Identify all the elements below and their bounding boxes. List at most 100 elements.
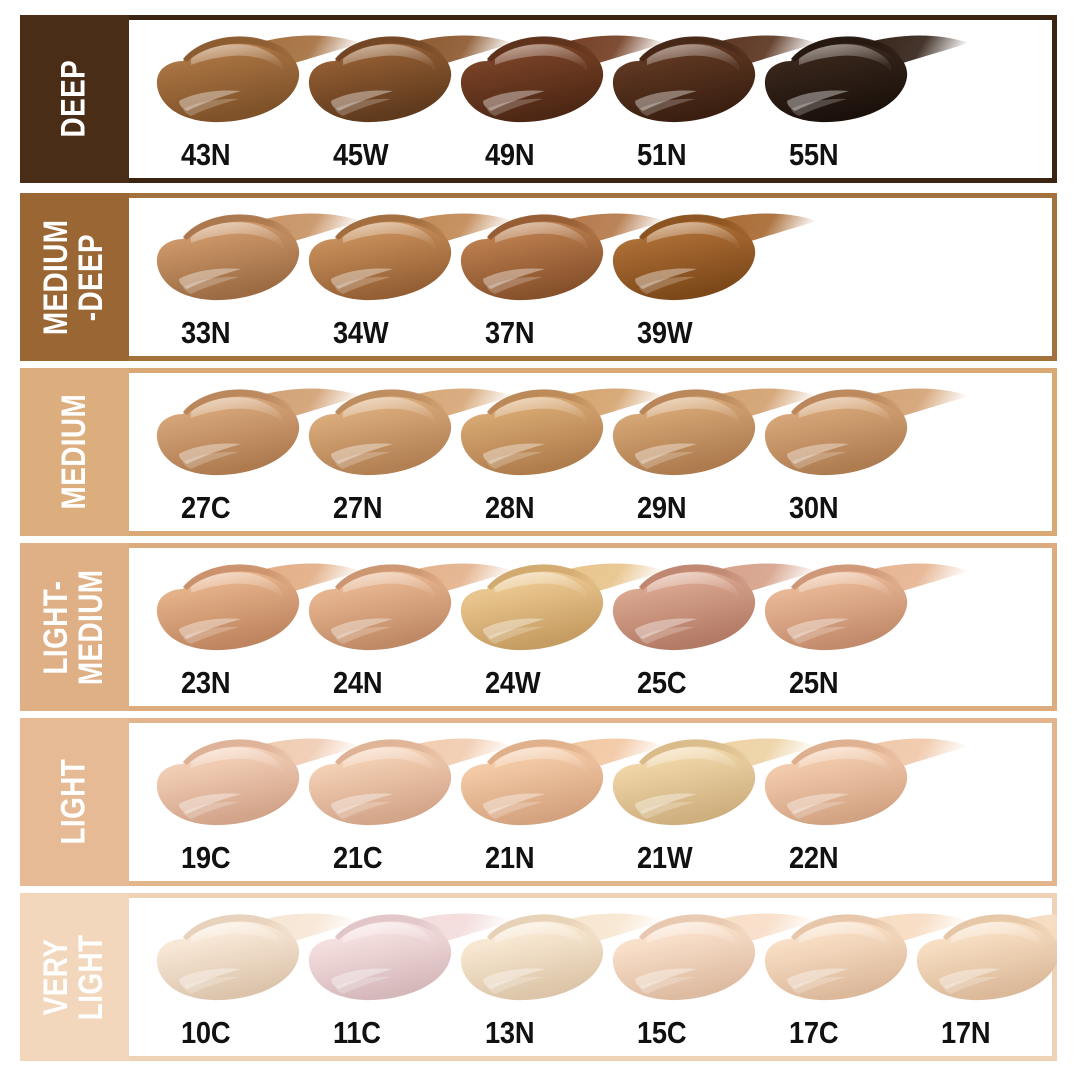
shade-swatch-22N[interactable] — [757, 730, 971, 838]
swatch-graphic — [612, 913, 817, 1001]
swatch-area-medium: 27C — [129, 368, 1057, 536]
shade-swatch-51N[interactable] — [605, 27, 819, 135]
shade-name-24W: 24W — [485, 665, 541, 700]
swatch-area-very-light: 10C — [129, 893, 1057, 1061]
shade-swatch-29N[interactable] — [605, 380, 819, 488]
shade-swatch-39W[interactable] — [605, 205, 819, 313]
shade-swatch-43N[interactable] — [149, 27, 363, 135]
shade-name-27C: 27C — [181, 490, 231, 525]
shade-name-19C: 19C — [181, 840, 231, 875]
swatch-graphic — [764, 388, 969, 476]
shade-name-23N: 23N — [181, 665, 231, 700]
shade-swatch-24N[interactable] — [301, 555, 515, 663]
swatch-graphic — [308, 388, 513, 476]
swatch-graphic — [916, 914, 1057, 1001]
shade-name-13N: 13N — [485, 1015, 535, 1050]
shade-name-28N: 28N — [485, 490, 535, 525]
swatch-graphic — [308, 213, 513, 301]
swatch-graphic — [612, 213, 817, 301]
swatch-graphic — [308, 35, 513, 123]
shade-name-11C: 11C — [333, 1015, 381, 1050]
shade-name-30N: 30N — [789, 490, 839, 525]
shade-swatch-21N[interactable] — [453, 730, 667, 838]
shade-name-25C: 25C — [637, 665, 687, 700]
shade-row-medium-deep: MEDIUM -DEEP — [20, 193, 1057, 361]
shade-swatch-17N[interactable] — [909, 905, 1057, 1013]
swatch-graphic — [460, 563, 665, 651]
shade-swatch-13N[interactable] — [453, 905, 667, 1013]
shade-row-very-light: VERY LIGHT — [20, 893, 1057, 1061]
category-band-light-medium[interactable]: LIGHT- MEDIUM — [20, 543, 129, 711]
swatch-graphic — [156, 213, 361, 301]
category-band-medium-deep[interactable]: MEDIUM -DEEP — [20, 193, 129, 361]
shade-name-25N: 25N — [789, 665, 839, 700]
shade-swatch-25N[interactable] — [757, 555, 971, 663]
category-label-line: MEDIUM — [72, 569, 111, 685]
category-band-light[interactable]: LIGHT — [20, 718, 129, 886]
shade-swatch-15C[interactable] — [605, 905, 819, 1013]
category-label-line: VERY — [37, 938, 76, 1016]
shade-name-55N: 55N — [789, 137, 839, 172]
swatch-graphic — [612, 388, 817, 476]
swatch-graphic — [612, 738, 817, 826]
shade-name-45W: 45W — [333, 137, 389, 172]
category-band-very-light[interactable]: VERY LIGHT — [20, 893, 129, 1061]
shade-swatch-11C[interactable] — [301, 905, 515, 1013]
shade-name-17C: 17C — [789, 1015, 839, 1050]
shade-row-deep: DEEP — [20, 15, 1057, 183]
shade-swatch-21C[interactable] — [301, 730, 515, 838]
swatch-graphic — [612, 563, 817, 651]
shade-name-29N: 29N — [637, 490, 687, 525]
swatch-area-medium-deep: 33N — [129, 193, 1057, 361]
swatch-graphic — [156, 738, 361, 826]
shade-swatch-27C[interactable] — [149, 380, 363, 488]
category-label-line: LIGHT — [72, 934, 111, 1020]
shade-name-21W: 21W — [637, 840, 693, 875]
swatch-graphic — [156, 35, 361, 123]
shade-swatch-33N[interactable] — [149, 205, 363, 313]
shade-swatch-10C[interactable] — [149, 905, 363, 1013]
shade-swatch-30N[interactable] — [757, 380, 971, 488]
shade-row-medium: MEDIUM — [20, 368, 1057, 536]
shade-swatch-34W[interactable] — [301, 205, 515, 313]
shade-name-17N: 17N — [941, 1015, 991, 1050]
swatch-area-light: 19C — [129, 718, 1057, 886]
shade-swatch-25C[interactable] — [605, 555, 819, 663]
shade-name-27N: 27N — [333, 490, 383, 525]
shade-swatch-37N[interactable] — [453, 205, 667, 313]
shade-swatch-21W[interactable] — [605, 730, 819, 838]
swatch-graphic — [460, 913, 665, 1001]
shade-swatch-24W[interactable] — [453, 555, 667, 663]
shade-name-51N: 51N — [637, 137, 687, 172]
shade-swatch-28N[interactable] — [453, 380, 667, 488]
swatch-graphic — [764, 563, 969, 651]
swatch-graphic — [308, 563, 513, 651]
shade-swatch-45W[interactable] — [301, 27, 515, 135]
shade-name-33N: 33N — [181, 315, 231, 350]
shade-name-49N: 49N — [485, 137, 535, 172]
shade-name-43N: 43N — [181, 137, 231, 172]
swatch-graphic — [460, 35, 665, 123]
category-label-line: LIGHT- — [37, 580, 76, 674]
shade-swatch-17C[interactable] — [757, 905, 971, 1013]
shade-name-22N: 22N — [789, 840, 839, 875]
category-label-line: -DEEP — [72, 233, 111, 321]
swatch-graphic — [460, 738, 665, 826]
shade-swatch-27N[interactable] — [301, 380, 515, 488]
category-band-medium[interactable]: MEDIUM — [20, 368, 129, 536]
swatch-area-light-medium: 23N — [129, 543, 1057, 711]
shade-swatch-19C[interactable] — [149, 730, 363, 838]
shade-swatch-49N[interactable] — [453, 27, 667, 135]
shade-name-39W: 39W — [637, 315, 693, 350]
shade-name-21N: 21N — [485, 840, 535, 875]
swatch-graphic — [612, 35, 817, 123]
swatch-graphic — [308, 738, 513, 826]
category-label-line: MEDIUM — [54, 394, 93, 510]
category-label-line: MEDIUM — [37, 219, 76, 335]
shade-name-21C: 21C — [333, 840, 383, 875]
shade-swatch-55N[interactable] — [757, 27, 971, 135]
category-band-deep[interactable]: DEEP — [20, 15, 129, 183]
category-label-line: LIGHT — [54, 759, 93, 845]
shade-swatch-23N[interactable] — [149, 555, 363, 663]
